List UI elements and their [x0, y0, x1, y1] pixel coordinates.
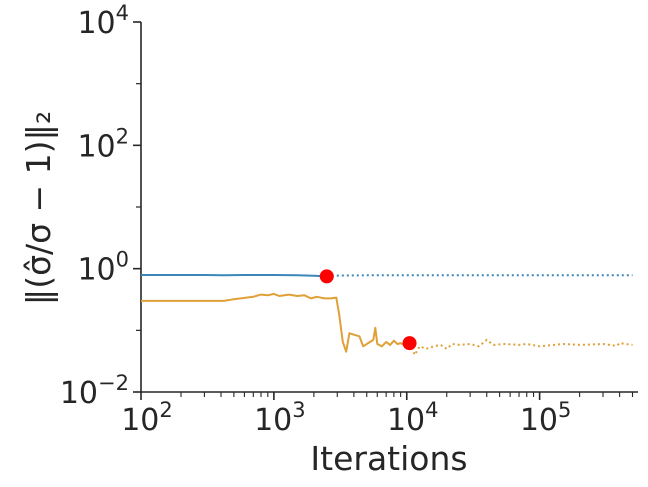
series-layer	[141, 274, 633, 358]
series-2-marker	[402, 336, 417, 351]
series-1-solid-line	[141, 274, 327, 278]
series-2-solid-line	[141, 292, 410, 353]
x-axis-title: Iterations	[310, 439, 467, 478]
x-tick-label: 104	[387, 398, 439, 438]
x-tick-label: 102	[121, 398, 173, 438]
y-tick-label: 100	[77, 248, 129, 288]
x-tick-label: 105	[520, 398, 572, 438]
y-tick-label: 10−2	[60, 371, 129, 411]
y-axis: 10−2 100 102 104	[60, 1, 142, 411]
marker-layer	[319, 269, 417, 351]
x-axis: 102 103 104 105	[121, 391, 638, 438]
y-axis-title: ‖(σ̂/σ − 1)‖₂	[19, 111, 58, 306]
x-tick-label: 103	[254, 398, 306, 438]
y-tick-label: 104	[77, 1, 129, 41]
series-2-dotted-line	[408, 338, 633, 358]
series-1-marker	[319, 269, 334, 284]
y-tick-label: 102	[77, 124, 129, 164]
